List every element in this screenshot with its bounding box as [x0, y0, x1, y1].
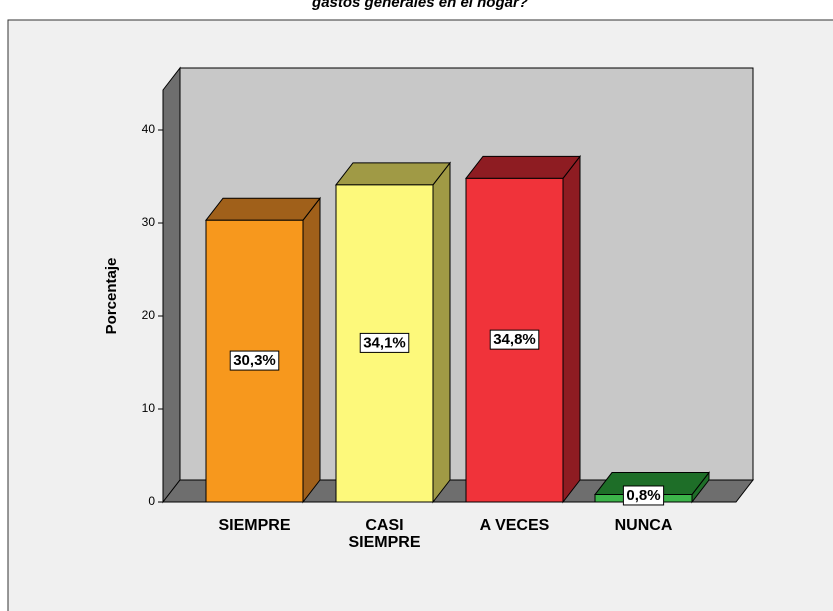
- value-label-box: [622, 485, 665, 506]
- bar-face: [204, 197, 322, 221]
- y-tick-label: 10: [142, 401, 156, 415]
- value-label-box: [489, 329, 540, 350]
- y-axis-label: Porcentaje: [103, 258, 120, 335]
- bar: [204, 196, 322, 504]
- bar-face: [302, 196, 321, 504]
- bar-face: [464, 155, 582, 179]
- value-label: 30,3%: [233, 352, 276, 369]
- y-tick-label: 20: [142, 308, 156, 322]
- value-label-box: [229, 350, 280, 371]
- value-label: 34,8%: [493, 331, 536, 348]
- value-label-box: [359, 332, 410, 353]
- y-tick-label: 40: [142, 122, 156, 136]
- x-tick-label: NUNCA: [614, 517, 673, 534]
- bar: [464, 154, 582, 504]
- y-tick-label: 0: [148, 494, 155, 508]
- x-tick-label: CASI SIEMPRE: [348, 517, 421, 551]
- bar: [334, 161, 452, 504]
- x-tick-label: SIEMPRE: [218, 517, 291, 534]
- left-wall: [162, 66, 181, 504]
- bar-face: [334, 162, 452, 186]
- chart-title: gastos generales en el hogar?: [311, 0, 528, 11]
- value-label: 0,8%: [626, 487, 660, 504]
- y-tick-label: 30: [142, 215, 156, 229]
- x-tick-label: A VECES: [479, 517, 550, 534]
- bar-face: [562, 154, 581, 504]
- value-label: 34,1%: [363, 334, 406, 351]
- bar-face: [432, 161, 451, 504]
